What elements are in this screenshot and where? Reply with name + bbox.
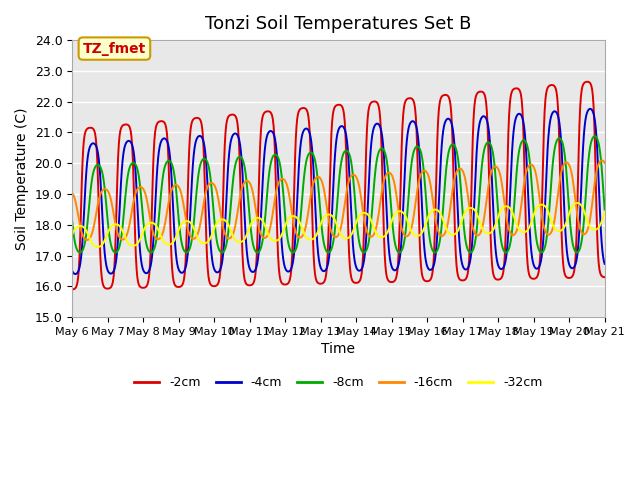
-8cm: [68, 218, 76, 224]
Y-axis label: Soil Temperature (C): Soil Temperature (C): [15, 108, 29, 250]
-8cm: [419, 163, 427, 168]
-2cm: [601, 274, 609, 280]
-4cm: [601, 261, 609, 267]
Line: -32cm: -32cm: [72, 203, 605, 247]
-32cm: [93, 244, 101, 250]
-2cm: [419, 274, 426, 279]
-2cm: [215, 279, 223, 285]
-32cm: [134, 241, 141, 247]
Line: -16cm: -16cm: [72, 160, 605, 240]
-8cm: [591, 133, 599, 139]
Line: -2cm: -2cm: [72, 82, 605, 289]
-2cm: [403, 96, 411, 102]
-2cm: [68, 287, 76, 292]
-16cm: [134, 187, 141, 192]
-16cm: [598, 157, 605, 163]
Text: TZ_fmet: TZ_fmet: [83, 42, 146, 56]
-4cm: [71, 271, 79, 277]
-4cm: [68, 268, 76, 274]
-2cm: [78, 180, 86, 186]
-4cm: [134, 201, 141, 207]
-32cm: [573, 200, 581, 206]
-16cm: [68, 190, 76, 196]
-4cm: [419, 228, 427, 234]
-8cm: [132, 164, 140, 169]
-32cm: [404, 219, 412, 225]
-32cm: [68, 232, 76, 238]
-16cm: [404, 233, 412, 239]
Line: -4cm: -4cm: [72, 109, 605, 274]
-16cm: [216, 204, 223, 209]
-16cm: [601, 160, 609, 166]
-32cm: [601, 209, 609, 215]
-32cm: [419, 228, 427, 233]
-2cm: [187, 126, 195, 132]
-4cm: [79, 237, 86, 243]
-32cm: [188, 221, 195, 227]
-32cm: [78, 223, 86, 229]
-8cm: [215, 246, 223, 252]
-4cm: [586, 106, 594, 112]
-16cm: [419, 168, 427, 174]
-4cm: [188, 188, 195, 194]
-16cm: [188, 235, 195, 240]
-2cm: [584, 79, 591, 84]
-8cm: [601, 207, 609, 213]
-4cm: [216, 268, 223, 274]
-4cm: [404, 131, 412, 136]
Legend: -2cm, -4cm, -8cm, -16cm, -32cm: -2cm, -4cm, -8cm, -16cm, -32cm: [129, 371, 548, 394]
-2cm: [132, 266, 140, 272]
X-axis label: Time: Time: [321, 342, 355, 357]
Line: -8cm: -8cm: [72, 136, 605, 252]
-32cm: [216, 217, 223, 223]
-8cm: [78, 249, 86, 254]
-16cm: [78, 230, 86, 236]
-8cm: [187, 243, 195, 249]
-8cm: [404, 206, 412, 212]
-8cm: [360, 250, 368, 255]
-16cm: [83, 237, 91, 243]
Title: Tonzi Soil Temperatures Set B: Tonzi Soil Temperatures Set B: [205, 15, 472, 33]
